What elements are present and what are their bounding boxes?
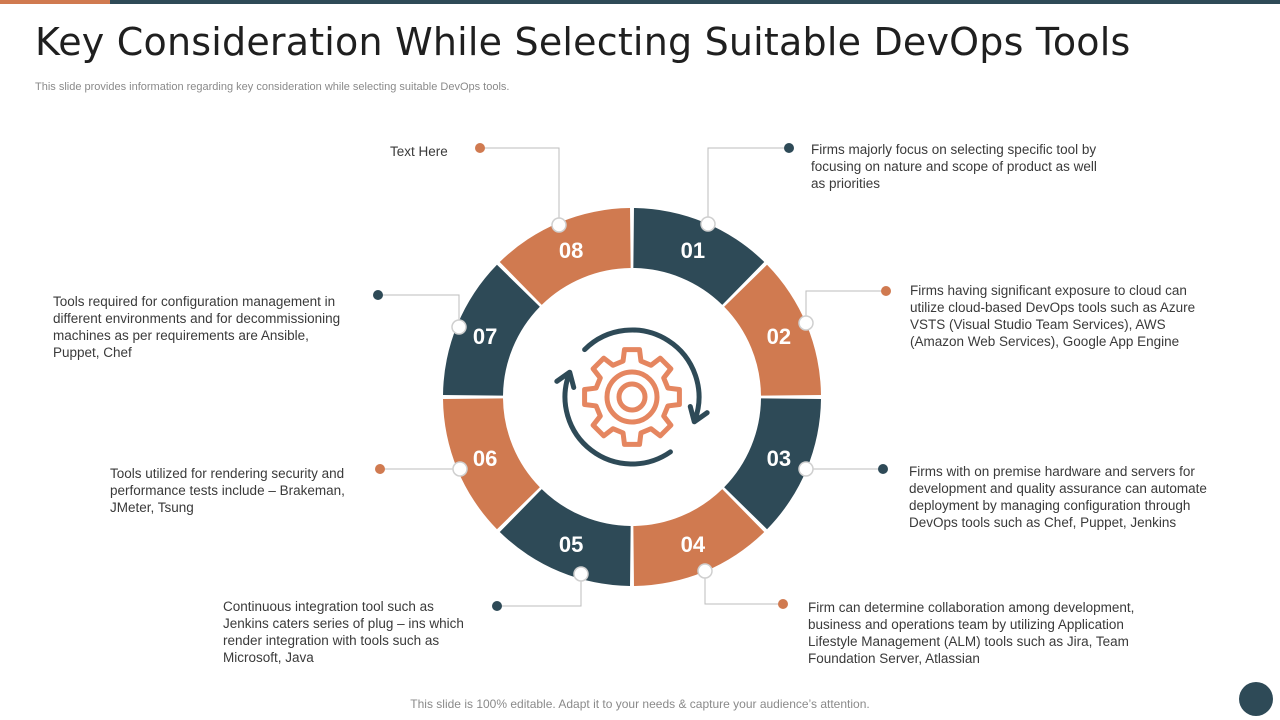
segment-05-text: Continuous integration tool such as Jenk…	[223, 599, 464, 665]
segment-03	[724, 398, 821, 530]
connector-line-08	[480, 147, 560, 225]
segment-07-text: Tools required for configuration managem…	[53, 294, 341, 360]
segment-04-number: 04	[681, 532, 706, 557]
cycle-arrow-arc-2	[562, 371, 673, 467]
ring-dot-03	[798, 461, 814, 477]
ring-dot-02	[798, 315, 814, 331]
top-accent-bar-orange	[0, 0, 110, 4]
gear-outline	[582, 347, 682, 447]
segment-08	[499, 208, 631, 305]
cycle-arrow-head-1	[687, 404, 710, 425]
segment-08-text: Text Here	[390, 144, 448, 159]
ring-connector-dots	[451, 216, 814, 582]
connector-end-dot-08	[475, 143, 485, 153]
connector-line-02	[805, 290, 886, 323]
connector-end-dot-05	[492, 601, 502, 611]
connector-end-dot-02	[881, 286, 891, 296]
gear-ring	[604, 369, 660, 425]
corner-decoration	[1239, 682, 1273, 716]
cycle-arrow-arc-1	[582, 327, 702, 423]
connector-end-dot-07	[373, 290, 383, 300]
segment-05-number: 05	[559, 532, 583, 557]
segment-07	[443, 264, 540, 396]
ring-dot-07	[451, 319, 467, 335]
gear-with-cycle-arrows-icon	[554, 327, 710, 467]
segment-02	[724, 264, 821, 396]
gear-hub	[616, 381, 648, 413]
ring-dot-06	[452, 461, 468, 477]
segment-08-number: 08	[559, 238, 583, 263]
connector-line-01	[707, 147, 789, 224]
segment-03-number: 03	[767, 446, 791, 471]
connector-lines	[373, 143, 891, 611]
ring-dot-01	[700, 216, 716, 232]
segment-07-number: 07	[473, 324, 497, 349]
slide-subtitle: This slide provides information regardin…	[35, 81, 510, 93]
ring-dot-08	[551, 217, 567, 233]
segment-02-number: 02	[767, 324, 791, 349]
connector-line-04	[704, 571, 783, 605]
connector-line-07	[378, 294, 460, 327]
segment-04-text: Firm can determine collaboration among d…	[808, 600, 1135, 666]
connector-end-dot-01	[784, 143, 794, 153]
connector-end-dot-03	[878, 464, 888, 474]
ring-dot-04	[697, 563, 713, 579]
segment-06-text: Tools utilized for rendering security an…	[110, 466, 345, 515]
connector-line-05	[497, 574, 582, 607]
segment-05	[499, 489, 631, 586]
top-accent-bar	[0, 0, 1280, 4]
segment-01-number: 01	[681, 238, 705, 263]
footer-note: This slide is 100% editable. Adapt it to…	[410, 697, 870, 711]
connector-end-dot-06	[375, 464, 385, 474]
segment-02-text: Firms having significant exposure to clo…	[910, 283, 1196, 349]
connector-end-dot-04	[778, 599, 788, 609]
segment-03-text: Firms with on premise hardware and serve…	[909, 464, 1207, 530]
segment-ring: 01 02 03 04 05 06 07 08	[443, 208, 821, 586]
segment-06	[443, 398, 540, 530]
segment-06-number: 06	[473, 446, 497, 471]
segment-04	[633, 489, 765, 586]
segment-01	[633, 208, 765, 305]
segment-01-text: Firms majorly focus on selecting specifi…	[811, 142, 1097, 191]
cycle-arrow-head-2	[554, 369, 577, 390]
slide-title: Key Consideration While Selecting Suitab…	[35, 20, 1131, 64]
ring-dot-05	[573, 566, 589, 582]
